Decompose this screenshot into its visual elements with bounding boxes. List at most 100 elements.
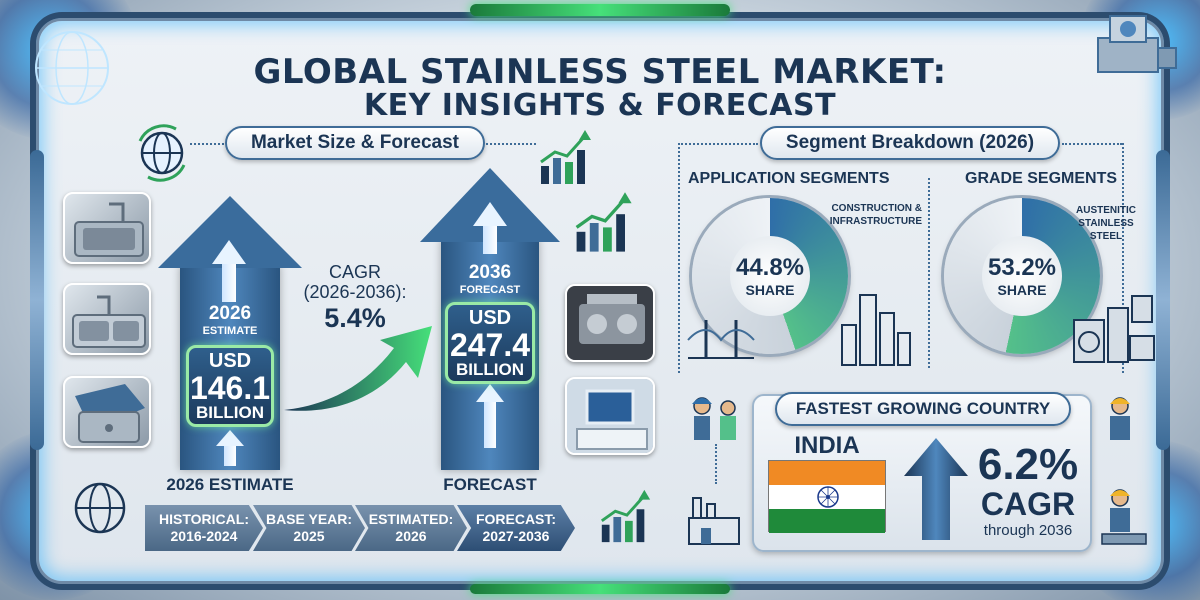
timeline: HISTORICAL: 2016-2024 BASE YEAR: 2025 ES… — [145, 505, 575, 551]
grade-segments-title: GRADE SEGMENTS — [965, 170, 1118, 187]
grade-percent: 53.2% — [987, 254, 1057, 281]
grade-note-line2: STAINLESS — [1078, 218, 1134, 229]
welder-icon — [1101, 489, 1147, 545]
sink-image — [63, 376, 151, 448]
application-note: CONSTRUCTION & INFRASTRUCTURE — [818, 202, 922, 228]
connector-line — [190, 143, 224, 145]
timeline-estimated: ESTIMATED: 2026 — [355, 505, 467, 551]
forecast-lower-arrow-head — [476, 384, 504, 402]
connector-line — [1122, 143, 1124, 373]
application-note-line1: CONSTRUCTION & — [831, 203, 922, 214]
growth-up-arrow — [904, 438, 968, 540]
sink-image — [63, 283, 151, 355]
timeline-estimated-label: ESTIMATED: — [368, 511, 454, 527]
timeline-forecast: FORECAST: 2027-2036 — [457, 505, 575, 551]
connector-line — [678, 143, 680, 373]
cagr-value: 5.4% — [324, 303, 386, 333]
application-donut-center: 44.8% SHARE — [730, 236, 810, 316]
cagr-label: CAGR — [328, 262, 381, 282]
market-size-header: Market Size & Forecast — [225, 126, 485, 160]
grade-note-line1: AUSTENITIC — [1076, 205, 1136, 216]
title-line-1: GLOBAL STAINLESS STEEL MARKET: — [253, 52, 947, 92]
timeline-historical-value: 2016-2024 — [170, 528, 238, 544]
timeline-historical-label: HISTORICAL: — [159, 511, 249, 527]
connector-line — [715, 444, 717, 484]
segment-divider — [928, 178, 930, 368]
application-share-label: SHARE — [745, 282, 795, 298]
country-name: INDIA — [794, 432, 860, 459]
flag-saffron-band — [769, 461, 885, 485]
globe-icon — [138, 124, 186, 182]
country-cagr-label: CAGR — [980, 486, 1076, 522]
network-globe-icon — [74, 482, 126, 534]
timeline-base-year-value: 2025 — [293, 528, 325, 544]
fastest-growing-header: FASTEST GROWING COUNTRY — [775, 392, 1071, 426]
top-accent-bar — [470, 4, 730, 16]
india-flag — [768, 460, 886, 533]
flag-green-band — [769, 509, 885, 533]
grade-note-line3: STEEL — [1089, 231, 1123, 242]
timeline-base-year-label: BASE YEAR: — [265, 511, 353, 527]
growth-chart-icon — [600, 489, 651, 543]
forecast-inner-arrow — [483, 224, 497, 254]
timeline-estimated-value: 2026 — [395, 528, 427, 544]
sink-image — [63, 192, 151, 264]
application-segments-title: APPLICATION SEGMENTS — [688, 170, 890, 187]
application-note-line2: INFRASTRUCTURE — [829, 216, 922, 227]
estimate-currency: USD — [208, 350, 252, 372]
growth-chart-icon — [575, 192, 632, 252]
connector-line — [1062, 143, 1122, 145]
title-line-2: KEY INSIGHTS & FORECAST — [363, 88, 837, 123]
segment-breakdown-header: Segment Breakdown (2026) — [760, 126, 1060, 160]
estimate-year: 2026 — [208, 303, 252, 324]
grade-note: AUSTENITIC STAINLESS STEEL — [1070, 204, 1142, 243]
estimate-value-box: USD 146.1 BILLION — [186, 345, 274, 427]
estimate-lower-arrow — [224, 444, 236, 466]
estimate-lower-arrow-head — [216, 430, 244, 446]
flag-white-band — [769, 485, 885, 509]
estimate-inner-arrow-head — [212, 240, 246, 264]
left-accent-rail — [30, 150, 44, 450]
estimate-year-sub: ESTIMATE — [202, 325, 258, 337]
forecast-unit: BILLION — [456, 360, 524, 379]
worker-icon — [1110, 397, 1130, 440]
application-percent: 44.8% — [735, 254, 805, 281]
forecast-currency: USD — [468, 307, 512, 329]
forecast-value-box: USD 247.4 BILLION — [445, 302, 535, 384]
engine-image — [565, 284, 655, 362]
appliances-icon — [1073, 295, 1155, 363]
estimate-unit: BILLION — [196, 403, 264, 422]
cagr-curved-arrow — [284, 326, 432, 411]
estimate-inner-arrow — [222, 262, 236, 302]
city-skyline-icon — [841, 294, 911, 366]
forecast-lower-arrow — [484, 400, 496, 448]
timeline-base-year: BASE YEAR: 2025 — [253, 505, 365, 551]
grade-share-label: SHARE — [997, 282, 1047, 298]
country-through: through 2036 — [983, 522, 1073, 539]
country-cagr-value: 6.2% — [977, 440, 1079, 489]
estimate-value: 146.1 — [189, 370, 271, 406]
forecast-value: 247.4 — [449, 327, 531, 363]
connector-line — [486, 143, 536, 145]
factory-icon — [688, 497, 740, 545]
cagr-period: (2026-2036): — [303, 282, 407, 302]
worker-icon — [692, 397, 736, 440]
lab-equipment-image — [565, 377, 655, 455]
estimate-caption: 2026 ESTIMATE — [166, 475, 294, 494]
grade-donut-center: 53.2% SHARE — [982, 236, 1062, 316]
connector-line — [678, 143, 758, 145]
chakra-icon — [817, 486, 839, 508]
bottom-accent-bar — [470, 584, 730, 594]
globe-icon — [35, 31, 109, 105]
forecast-caption: FORECAST — [443, 475, 537, 494]
machinery-icon — [1097, 15, 1177, 73]
timeline-forecast-value: 2027-2036 — [482, 528, 550, 544]
right-accent-rail — [1156, 150, 1170, 450]
forecast-inner-arrow-head — [473, 202, 507, 226]
forecast-year-sub: FORECAST — [459, 284, 521, 296]
bridge-icon — [687, 320, 755, 359]
timeline-historical: HISTORICAL: 2016-2024 — [145, 505, 263, 551]
forecast-year: 2036 — [468, 262, 512, 283]
timeline-forecast-label: FORECAST: — [475, 511, 557, 527]
